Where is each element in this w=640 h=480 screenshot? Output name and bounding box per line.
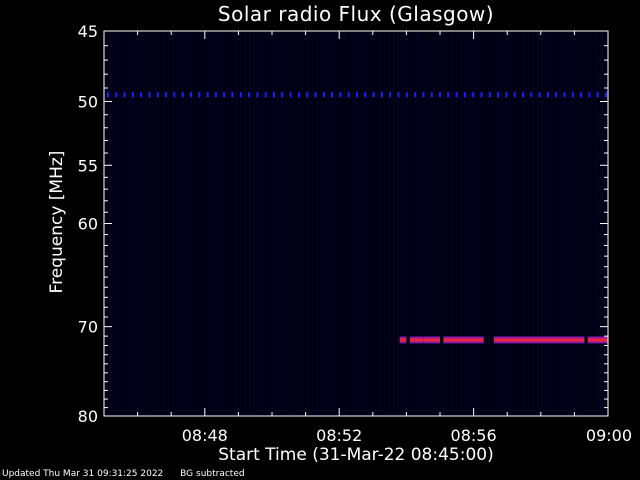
y-axis-ticks: 45 50 55 60 70 80 <box>78 22 608 426</box>
footer-status: Updated Thu Mar 31 09:31:25 2022 BG subt… <box>2 469 259 479</box>
interference-dot <box>115 92 118 98</box>
interference-dot <box>505 92 508 98</box>
emission-band-segment <box>443 336 484 344</box>
interference-dot <box>555 92 558 98</box>
interference-dot <box>173 92 176 98</box>
y-tick-label: 55 <box>78 156 98 175</box>
interference-dot <box>605 92 607 98</box>
y-tick-label: 50 <box>78 93 98 112</box>
emission-band-segment <box>399 336 407 344</box>
interference-dot <box>198 92 201 98</box>
emission-band-group <box>399 336 608 344</box>
interference-dot <box>181 92 184 98</box>
interference-dot <box>190 92 192 98</box>
interference-dot <box>430 92 433 98</box>
interference-dot <box>414 92 417 98</box>
interference-dot <box>522 92 524 98</box>
interference-dot <box>322 92 325 98</box>
interference-dot <box>156 92 159 98</box>
x-tick-label: 08:56 <box>451 426 497 445</box>
interference-dot <box>239 92 242 98</box>
interference-dot <box>571 92 574 98</box>
interference-dot <box>314 92 317 98</box>
interference-dot <box>447 92 450 98</box>
interference-dot <box>488 92 491 98</box>
interference-dot <box>281 92 284 98</box>
x-axis-ticks: 08:48 08:52 08:56 09:00 <box>137 31 632 445</box>
emission-band-segment <box>587 336 608 344</box>
interference-dot <box>264 92 267 98</box>
interference-dot <box>497 92 500 98</box>
interference-dot <box>289 92 292 98</box>
interference-dot <box>397 92 400 98</box>
interference-dot <box>480 92 483 98</box>
y-tick-label: 80 <box>78 407 98 426</box>
y-tick-label: 70 <box>78 318 98 337</box>
interference-dot <box>356 92 358 98</box>
interference-dot <box>538 92 541 98</box>
emission-band-segment <box>493 336 585 344</box>
interference-dot <box>331 92 334 98</box>
interference-dot <box>563 92 566 98</box>
interference-line-group <box>107 92 607 98</box>
interference-dot <box>297 92 300 98</box>
interference-dot <box>530 92 533 98</box>
interference-dot <box>596 92 599 98</box>
emission-band-segment <box>423 336 440 344</box>
interference-dot <box>256 92 259 98</box>
interference-dot <box>463 92 466 98</box>
interference-dot <box>347 92 350 98</box>
interference-dot <box>231 92 234 98</box>
emission-band-segment <box>409 336 424 344</box>
x-axis-label: Start Time (31-Mar-22 08:45:00) <box>218 445 494 465</box>
x-tick-label: 08:52 <box>316 426 362 445</box>
x-tick-label: 08:48 <box>182 426 228 445</box>
interference-dot <box>123 92 126 98</box>
interference-dot <box>223 92 226 98</box>
interference-dot <box>588 92 591 98</box>
chart-title: Solar radio Flux (Glasgow) <box>217 2 495 26</box>
interference-dot <box>206 92 209 98</box>
interference-dot <box>455 92 458 98</box>
interference-dot <box>148 92 151 98</box>
y-tick-label: 60 <box>78 215 98 234</box>
interference-dot <box>439 92 441 98</box>
interference-dot <box>165 92 168 98</box>
interference-dot <box>546 92 549 98</box>
interference-dot <box>389 92 392 98</box>
interference-dot <box>339 92 342 98</box>
interference-dot <box>248 92 251 98</box>
background-subtracted-note: BG subtracted <box>180 469 245 479</box>
interference-dot <box>364 92 367 98</box>
updated-timestamp: Updated Thu Mar 31 09:31:25 2022 <box>2 469 164 479</box>
spectrogram-background <box>104 31 608 416</box>
interference-dot <box>422 92 425 98</box>
x-tick-label: 09:00 <box>586 426 632 445</box>
interference-dot <box>107 92 109 98</box>
interference-dot <box>273 92 275 98</box>
interference-dot <box>472 92 475 98</box>
interference-dot <box>306 92 309 98</box>
interference-dot <box>513 92 516 98</box>
interference-dot <box>380 92 383 98</box>
interference-dot <box>372 92 375 98</box>
interference-dot <box>140 92 143 98</box>
interference-dot <box>214 92 217 98</box>
interference-dot <box>580 92 583 98</box>
y-tick-label: 45 <box>78 22 98 41</box>
interference-dot <box>131 92 134 98</box>
interference-dot <box>405 92 408 98</box>
